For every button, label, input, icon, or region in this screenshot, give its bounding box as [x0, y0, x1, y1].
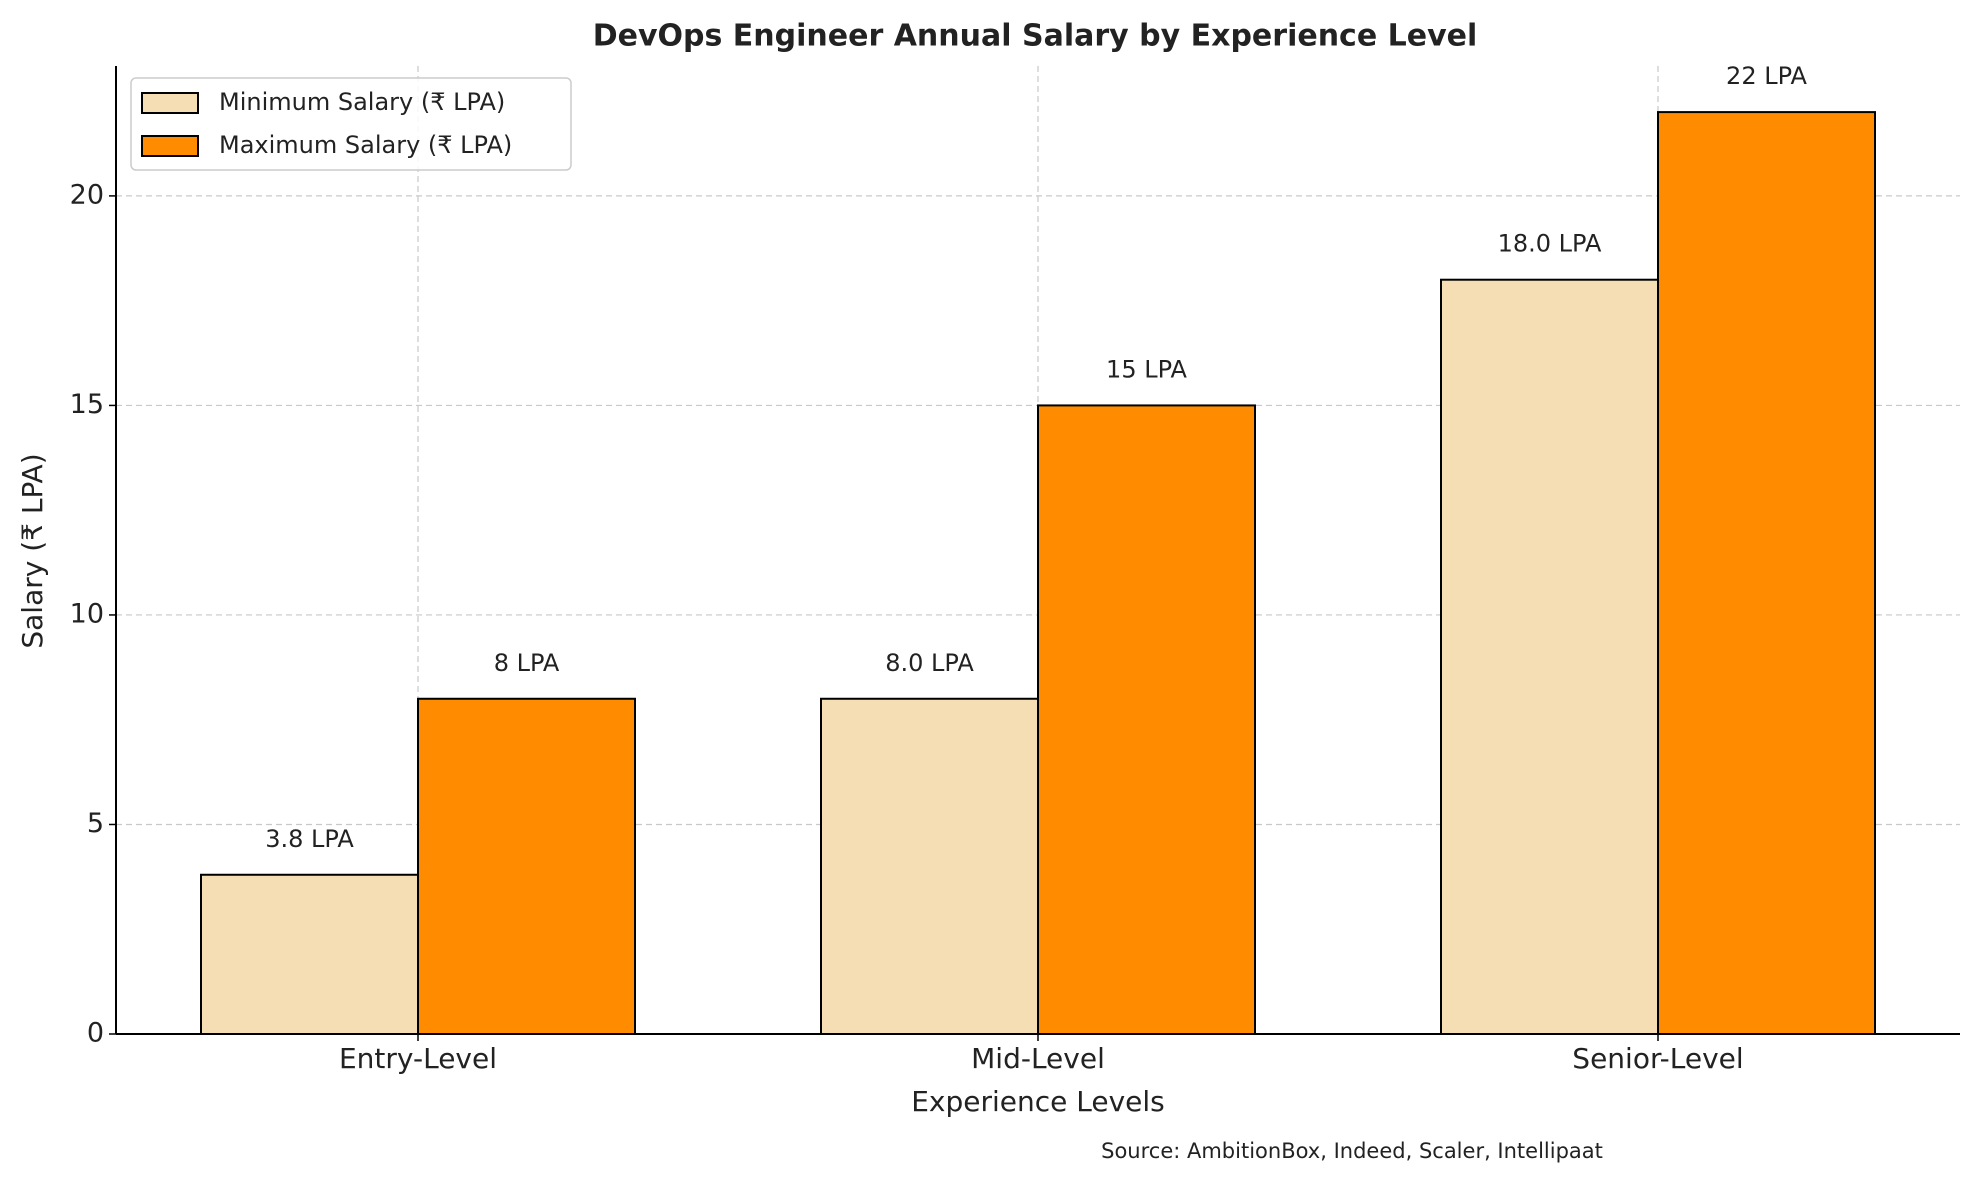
bar	[820, 697, 1039, 1035]
y-tick-label: 10	[70, 598, 104, 629]
y-tick-label: 5	[87, 808, 104, 839]
value-label: 22 LPA	[1726, 62, 1807, 90]
chart-title: DevOps Engineer Annual Salary by Experie…	[593, 19, 1478, 54]
bar	[1440, 278, 1659, 1035]
x-axis-label: Experience Levels	[911, 1085, 1165, 1118]
legend-swatch	[141, 135, 199, 157]
y-tick-label: 15	[70, 389, 104, 420]
value-label: 15 LPA	[1106, 355, 1187, 383]
legend: Minimum Salary (₹ LPA) Maximum Salary (₹ …	[130, 77, 572, 171]
value-label: 8 LPA	[494, 649, 560, 677]
legend-swatch	[141, 92, 199, 114]
bar	[417, 697, 636, 1035]
x-tick-label: Mid-Level	[971, 1042, 1105, 1075]
y-axis-label: Salary (₹ LPA)	[16, 453, 49, 648]
x-tick-label: Senior-Level	[1572, 1042, 1743, 1075]
y-tick-label: 0	[87, 1018, 104, 1049]
bar	[1657, 111, 1876, 1036]
value-label: 18.0 LPA	[1498, 230, 1602, 258]
value-label: 8.0 LPA	[885, 649, 974, 677]
bar	[200, 873, 419, 1035]
legend-box	[130, 77, 572, 171]
y-tick-label: 20	[70, 179, 104, 210]
bar	[1037, 404, 1256, 1035]
value-label: 3.8 LPA	[265, 825, 354, 853]
legend-label: Maximum Salary (₹ LPA)	[219, 131, 512, 159]
x-tick-label: Entry-Level	[339, 1042, 497, 1075]
source-note: Source: AmbitionBox, Indeed, Scaler, Int…	[1101, 1139, 1603, 1163]
legend-label: Minimum Salary (₹ LPA)	[219, 88, 505, 116]
